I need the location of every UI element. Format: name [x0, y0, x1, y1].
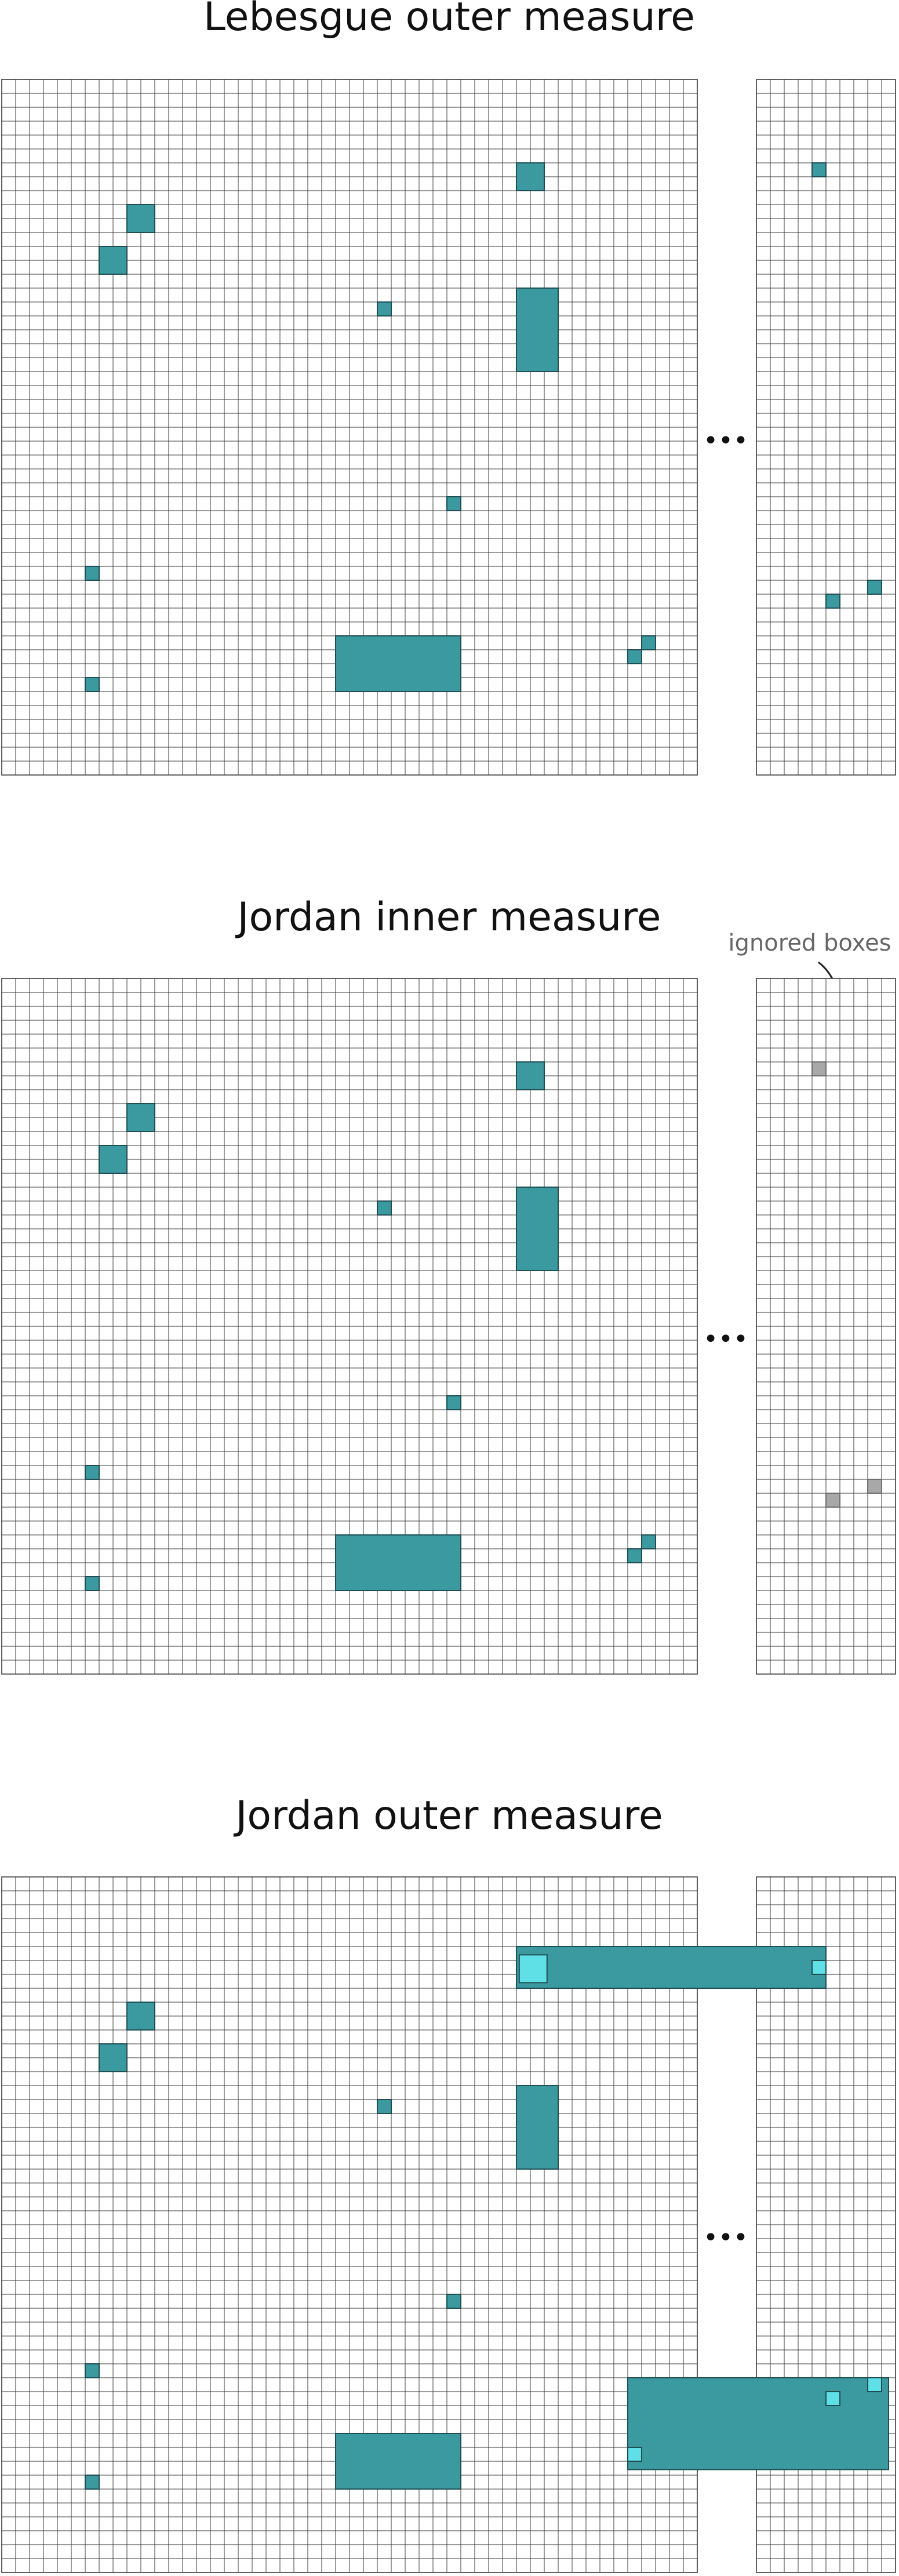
grid-lines [2, 79, 697, 775]
set-box [627, 1548, 642, 1563]
ignored-boxes-annotation: ignored boxes [728, 930, 891, 956]
set-box [446, 1395, 461, 1410]
covered-set-box [825, 2391, 840, 2406]
panel-title: Jordan outer measure [233, 1793, 663, 1839]
set-box [641, 1534, 656, 1549]
panel-title: Lebesgue outer measure [203, 0, 695, 40]
set-box [516, 2085, 559, 2170]
covered-set-box [811, 1960, 827, 1975]
panel-title: Jordan inner measure [235, 894, 661, 940]
set-box [126, 204, 155, 233]
covered-set-box [518, 1954, 548, 1984]
grid-lines [2, 1877, 697, 2573]
covered-set-box [627, 2447, 642, 2462]
ellipsis-dots: ••• [703, 1325, 748, 1354]
set-box [85, 2475, 100, 2490]
set-box [811, 162, 827, 177]
grid-lines [2, 978, 697, 1674]
set-box [867, 580, 882, 595]
box-group [85, 162, 882, 692]
covered-set-box [867, 2377, 882, 2392]
side-grid [756, 79, 896, 776]
set-box [335, 1534, 461, 1591]
set-box [446, 496, 461, 511]
set-box [85, 677, 100, 692]
set-box [516, 288, 559, 372]
box-group [85, 1946, 889, 2490]
ellipsis-dots: ••• [703, 2223, 748, 2253]
set-box [377, 301, 392, 316]
set-box [99, 2043, 128, 2072]
set-box [516, 1187, 559, 1271]
set-box [126, 1103, 155, 1132]
set-box [641, 635, 656, 650]
set-box [99, 1145, 128, 1174]
set-box [99, 246, 128, 275]
panel-jordan-inner: Jordan inner measure ignored boxes ••• [1, 894, 896, 1675]
ignored-box [867, 1479, 882, 1494]
ellipsis-dots: ••• [703, 426, 748, 456]
set-box [627, 649, 642, 664]
set-box [85, 1465, 100, 1480]
set-box [377, 2099, 392, 2114]
side-grid [756, 978, 896, 1675]
panel-jordan-outer: Jordan outer measure ••• [1, 1793, 896, 2573]
set-box [335, 2433, 461, 2490]
set-box [516, 1061, 545, 1090]
set-box [516, 162, 545, 191]
set-box [126, 2002, 155, 2031]
ignored-box [825, 1493, 840, 1508]
jordan-cover-box [516, 1946, 827, 1989]
ignored-box [811, 1061, 827, 1076]
set-box [85, 1576, 100, 1591]
panel-lebesgue-outer: Lebesgue outer measure ••• [1, 0, 896, 776]
set-box [377, 1200, 392, 1216]
jordan-cover-box [627, 2377, 889, 2471]
set-box [446, 2294, 461, 2309]
set-box [335, 635, 461, 692]
set-box [85, 2363, 100, 2378]
box-group [85, 1061, 882, 1591]
set-box [85, 566, 100, 581]
set-box [825, 594, 840, 609]
